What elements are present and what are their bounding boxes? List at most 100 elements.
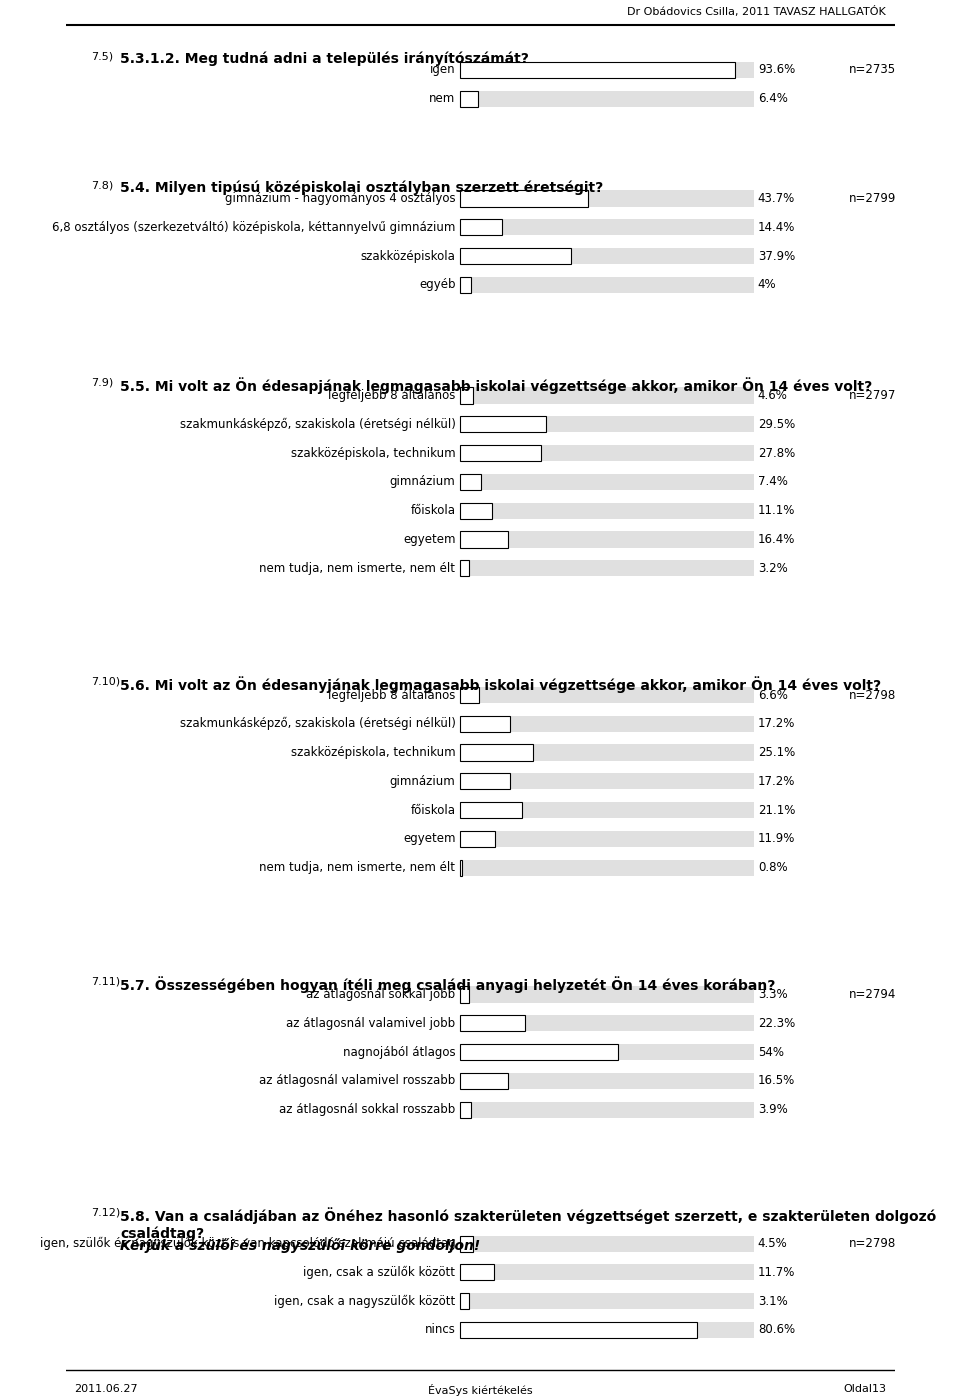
Bar <box>460 91 754 106</box>
Bar <box>460 277 471 292</box>
Bar <box>460 1016 754 1031</box>
Text: 7.8): 7.8) <box>91 180 113 190</box>
Bar <box>460 248 754 264</box>
Bar <box>460 62 754 78</box>
Bar <box>460 687 479 704</box>
Text: 4.5%: 4.5% <box>757 1237 787 1251</box>
Bar <box>460 1265 754 1280</box>
Bar <box>460 687 754 704</box>
Text: 16.4%: 16.4% <box>757 533 795 546</box>
Bar <box>460 831 754 846</box>
Text: 37.9%: 37.9% <box>757 249 795 263</box>
Text: főiskola: főiskola <box>411 803 455 817</box>
Bar <box>460 986 754 1003</box>
Text: n=2735: n=2735 <box>849 63 896 77</box>
Text: n=2799: n=2799 <box>849 192 897 206</box>
Text: 5.5. Mi volt az Ön édesapjának legmagasabb iskolai végzettsége akkor, amikor Ön : 5.5. Mi volt az Ön édesapjának legmagasa… <box>120 378 873 395</box>
Bar <box>460 716 510 732</box>
Bar <box>460 744 534 761</box>
Text: 7.5): 7.5) <box>91 52 113 62</box>
Bar <box>460 802 754 818</box>
Text: igen: igen <box>430 63 455 77</box>
Bar <box>460 417 546 432</box>
Text: 3.1%: 3.1% <box>757 1294 787 1308</box>
Text: 3.9%: 3.9% <box>757 1102 787 1116</box>
Text: az átlagosnál sokkal jobb: az átlagosnál sokkal jobb <box>306 988 455 1000</box>
Bar <box>460 1044 618 1060</box>
Text: legfeljebb 8 általános: legfeljebb 8 általános <box>328 389 455 402</box>
Text: 17.2%: 17.2% <box>757 775 795 788</box>
Bar <box>460 716 754 732</box>
Bar <box>460 1293 468 1309</box>
Bar <box>460 1044 754 1060</box>
Text: egyéb: egyéb <box>419 278 455 291</box>
Bar <box>460 802 521 818</box>
Bar <box>460 1016 525 1031</box>
Bar <box>460 388 473 404</box>
Text: nincs: nincs <box>424 1323 455 1336</box>
Text: 3.3%: 3.3% <box>757 988 787 1000</box>
Text: 27.8%: 27.8% <box>757 446 795 460</box>
Bar <box>460 774 510 789</box>
Text: 11.9%: 11.9% <box>757 832 795 845</box>
Text: 6.4%: 6.4% <box>757 92 788 105</box>
Text: 80.6%: 80.6% <box>757 1323 795 1336</box>
Text: szakközépiskola: szakközépiskola <box>361 249 455 263</box>
Bar <box>460 986 469 1003</box>
Text: szakközépiskola, technikum: szakközépiskola, technikum <box>291 446 455 460</box>
Text: legfeljebb 8 általános: legfeljebb 8 általános <box>328 688 455 701</box>
Bar <box>460 859 462 876</box>
Text: főiskola: főiskola <box>411 504 455 518</box>
Bar <box>460 502 754 519</box>
Text: az átlagosnál valamivel jobb: az átlagosnál valamivel jobb <box>286 1017 455 1030</box>
Text: 21.1%: 21.1% <box>757 803 795 817</box>
Bar <box>460 859 754 876</box>
Text: 6.6%: 6.6% <box>757 688 788 701</box>
Text: 2011.06.27: 2011.06.27 <box>74 1385 138 1395</box>
Text: Oldal13: Oldal13 <box>843 1385 886 1395</box>
Text: 4.6%: 4.6% <box>757 389 788 402</box>
Bar <box>460 774 754 789</box>
Bar <box>460 1235 754 1252</box>
Text: n=2797: n=2797 <box>849 389 897 402</box>
Text: 5.6. Mi volt az Ön édesanyjának legmagasabb iskolai végzettsége akkor, amikor Ön: 5.6. Mi volt az Ön édesanyjának legmagas… <box>120 677 881 694</box>
Bar <box>460 1322 697 1337</box>
Text: 25.1%: 25.1% <box>757 746 795 760</box>
Bar <box>460 502 492 519</box>
Bar <box>460 62 734 78</box>
Text: 14.4%: 14.4% <box>757 221 795 234</box>
Text: egyetem: egyetem <box>403 533 455 546</box>
Text: 6,8 osztályos (szerkezetváltó) középiskola, kéttannyelvű gimnázium: 6,8 osztályos (szerkezetváltó) középisko… <box>52 221 455 234</box>
Bar <box>460 220 754 235</box>
Bar <box>460 1293 754 1309</box>
Bar <box>460 190 588 207</box>
Bar <box>460 1322 754 1337</box>
Bar <box>460 190 754 207</box>
Text: n=2798: n=2798 <box>849 1237 897 1251</box>
Text: gimnázium: gimnázium <box>390 476 455 488</box>
Bar <box>460 1265 494 1280</box>
Bar <box>460 560 754 576</box>
Bar <box>460 91 478 106</box>
Bar <box>460 532 508 547</box>
Text: szakmunkásképző, szakiskola (éretségi nélkül): szakmunkásképző, szakiskola (éretségi né… <box>180 418 455 431</box>
Text: igen, szülők és nagyszülők közt is van kapcsolódó szakmájú családtag: igen, szülők és nagyszülők közt is van k… <box>39 1237 455 1251</box>
Text: 16.5%: 16.5% <box>757 1074 795 1087</box>
Bar <box>460 445 754 462</box>
Text: gimnázium - hagyományos 4 osztályos: gimnázium - hagyományos 4 osztályos <box>225 192 455 206</box>
Text: 5.7. Összességében hogyan ítéli meg családi anyagi helyzetét Ön 14 éves korában?: 5.7. Összességében hogyan ítéli meg csal… <box>120 977 776 993</box>
Text: egyetem: egyetem <box>403 832 455 845</box>
Text: 7.11): 7.11) <box>91 977 120 986</box>
Text: nagnojából átlagos: nagnojából átlagos <box>343 1045 455 1059</box>
Text: gimnázium: gimnázium <box>390 775 455 788</box>
Text: Kérjük a szülői és nagyszülői körre gondoljon!: Kérjük a szülői és nagyszülői körre gond… <box>120 1238 480 1254</box>
Text: n=2794: n=2794 <box>849 988 897 1000</box>
Text: 54%: 54% <box>757 1045 783 1059</box>
Text: nem tudja, nem ismerte, nem élt: nem tudja, nem ismerte, nem élt <box>259 561 455 575</box>
Text: 5.4. Milyen tipúsú középiskolai osztályban szerzett éretségit?: 5.4. Milyen tipúsú középiskolai osztályb… <box>120 180 603 194</box>
Text: 7.9): 7.9) <box>91 378 113 388</box>
Text: az átlagosnál valamivel rosszabb: az átlagosnál valamivel rosszabb <box>259 1074 455 1087</box>
Text: 7.4%: 7.4% <box>757 476 788 488</box>
Bar <box>460 1101 471 1118</box>
Text: 43.7%: 43.7% <box>757 192 795 206</box>
